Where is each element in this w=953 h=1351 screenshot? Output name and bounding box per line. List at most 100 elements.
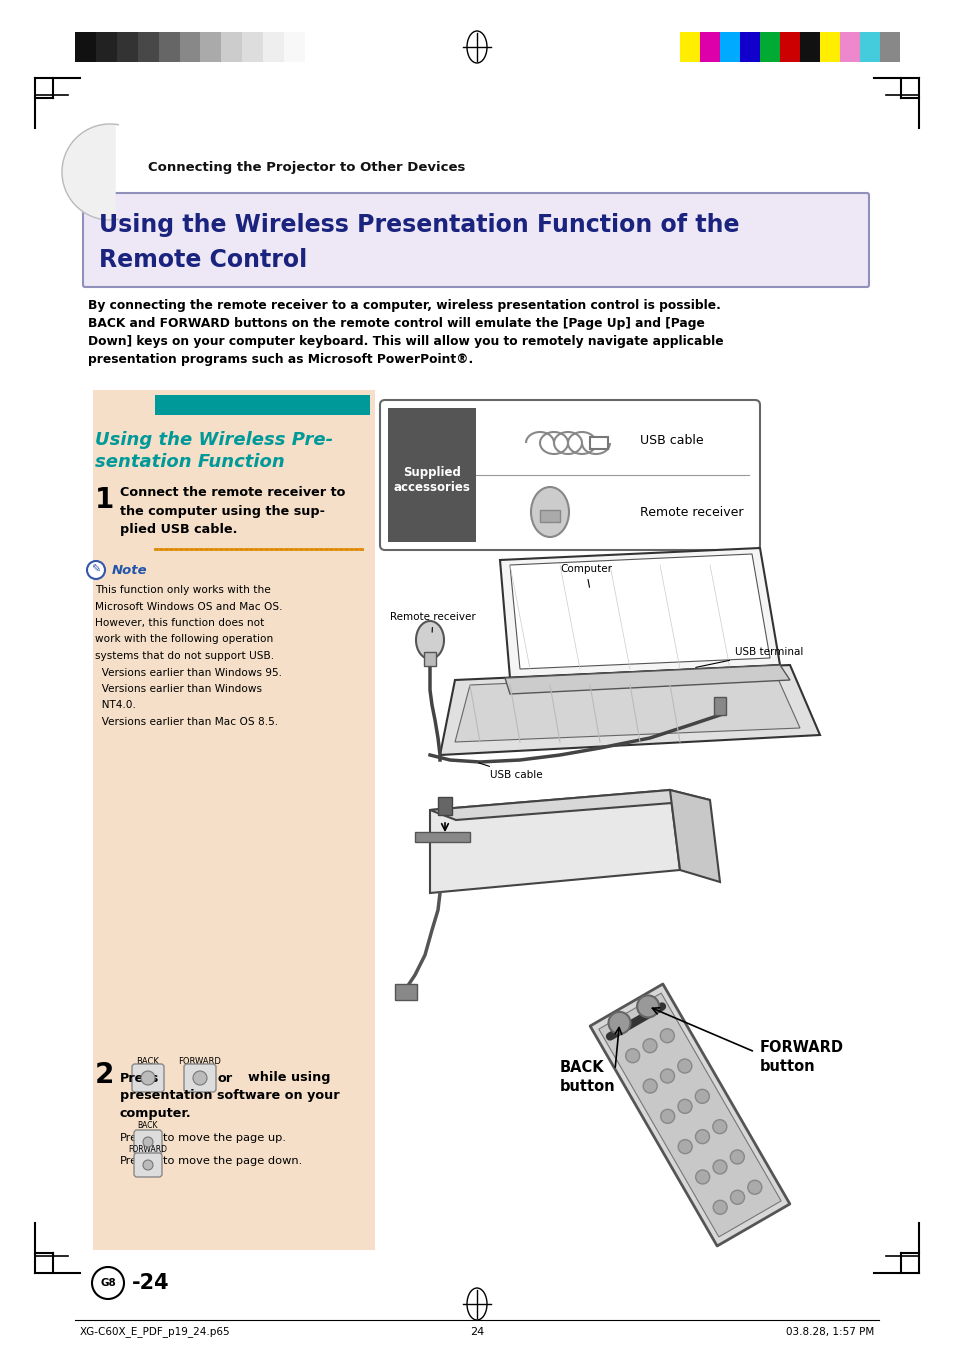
FancyBboxPatch shape	[83, 193, 868, 286]
Polygon shape	[430, 790, 679, 893]
FancyBboxPatch shape	[184, 1065, 215, 1092]
Circle shape	[678, 1100, 691, 1113]
Text: FORWARD: FORWARD	[129, 1144, 168, 1154]
Text: FORWARD
button: FORWARD button	[760, 1040, 843, 1074]
Circle shape	[713, 1200, 726, 1215]
Text: the computer using the sup-: the computer using the sup-	[120, 504, 325, 517]
Bar	[284, 32, 305, 62]
Polygon shape	[430, 790, 709, 820]
Bar	[388, 408, 476, 542]
Circle shape	[143, 1161, 152, 1170]
Text: Versions earlier than Mac OS 8.5.: Versions earlier than Mac OS 8.5.	[95, 717, 278, 727]
Bar	[75, 32, 96, 62]
Text: 24: 24	[470, 1327, 483, 1337]
Text: presentation software on your: presentation software on your	[120, 1089, 339, 1102]
Polygon shape	[510, 554, 769, 669]
Polygon shape	[504, 665, 789, 694]
Text: However, this function does not: However, this function does not	[95, 617, 264, 628]
Circle shape	[678, 1059, 691, 1073]
Bar	[859, 32, 879, 62]
Text: This function only works with the: This function only works with the	[95, 585, 271, 594]
Circle shape	[141, 1071, 154, 1085]
Circle shape	[695, 1170, 709, 1183]
Text: Remote receiver: Remote receiver	[639, 505, 742, 519]
Bar	[75, 390, 375, 1250]
Text: Press: Press	[120, 1156, 150, 1166]
Text: BACK: BACK	[137, 1121, 158, 1131]
Polygon shape	[455, 671, 800, 742]
Bar	[154, 394, 370, 415]
Text: Press: Press	[120, 1071, 159, 1085]
Text: work with the following operation: work with the following operation	[95, 635, 273, 644]
Polygon shape	[62, 124, 118, 220]
Bar	[780, 32, 800, 62]
Text: USB cable: USB cable	[639, 434, 703, 446]
Text: BACK: BACK	[136, 1056, 159, 1066]
Text: Versions earlier than Windows: Versions earlier than Windows	[95, 684, 262, 694]
Polygon shape	[598, 993, 781, 1238]
Text: Remote Control: Remote Control	[99, 249, 307, 272]
Text: to move the page down.: to move the page down.	[163, 1156, 302, 1166]
Circle shape	[91, 1267, 124, 1300]
Bar	[395, 984, 416, 1000]
Bar	[415, 832, 470, 842]
Text: USB cable: USB cable	[478, 763, 542, 780]
Polygon shape	[590, 984, 789, 1246]
Circle shape	[695, 1129, 709, 1144]
Circle shape	[712, 1120, 726, 1133]
Bar	[539, 509, 559, 521]
Text: FORWARD: FORWARD	[178, 1056, 221, 1066]
Text: Connect the remote receiver to: Connect the remote receiver to	[120, 485, 345, 499]
Text: 03.8.28, 1:57 PM: 03.8.28, 1:57 PM	[785, 1327, 873, 1337]
Text: sentation Function: sentation Function	[95, 453, 284, 471]
Text: Remote receiver: Remote receiver	[390, 612, 476, 632]
Polygon shape	[499, 549, 780, 678]
Text: XG-C60X_E_PDF_p19_24.p65: XG-C60X_E_PDF_p19_24.p65	[80, 1327, 231, 1337]
Bar	[700, 32, 720, 62]
Text: computer.: computer.	[120, 1108, 192, 1120]
Bar	[137, 32, 158, 62]
Text: presentation programs such as Microsoft PowerPoint®.: presentation programs such as Microsoft …	[88, 353, 473, 366]
Bar	[820, 32, 840, 62]
Bar	[679, 32, 700, 62]
Text: Using the Wireless Pre-: Using the Wireless Pre-	[95, 431, 333, 449]
Text: to move the page up.: to move the page up.	[163, 1133, 286, 1143]
Text: BACK
button: BACK button	[559, 1061, 615, 1093]
Circle shape	[637, 996, 659, 1017]
Text: while using: while using	[248, 1071, 330, 1085]
Text: Note: Note	[112, 563, 148, 577]
Circle shape	[747, 1181, 761, 1194]
Text: -24: -24	[132, 1273, 170, 1293]
Circle shape	[659, 1028, 674, 1043]
Text: Connecting the Projector to Other Devices: Connecting the Projector to Other Device…	[148, 161, 465, 173]
Text: Versions earlier than Windows 95.: Versions earlier than Windows 95.	[95, 667, 282, 677]
Bar	[221, 32, 242, 62]
FancyBboxPatch shape	[132, 1065, 164, 1092]
Circle shape	[730, 1190, 743, 1204]
Text: 1: 1	[95, 486, 114, 513]
Text: systems that do not support USB.: systems that do not support USB.	[95, 651, 274, 661]
Circle shape	[695, 1089, 709, 1104]
Bar	[200, 32, 221, 62]
Polygon shape	[439, 665, 820, 755]
Bar	[437, 797, 452, 815]
Ellipse shape	[416, 621, 443, 659]
Circle shape	[730, 1150, 743, 1165]
Bar	[740, 32, 760, 62]
Circle shape	[625, 1048, 639, 1063]
Bar	[800, 32, 820, 62]
Text: Computer: Computer	[559, 563, 612, 588]
Circle shape	[712, 1161, 726, 1174]
FancyBboxPatch shape	[133, 1129, 162, 1154]
Bar	[75, 390, 92, 1250]
Bar	[840, 32, 859, 62]
Text: Supplied
accessories: Supplied accessories	[394, 466, 470, 494]
Bar	[96, 32, 116, 62]
Circle shape	[642, 1039, 657, 1052]
Text: BACK and FORWARD buttons on the remote control will emulate the [Page Up] and [P: BACK and FORWARD buttons on the remote c…	[88, 316, 704, 330]
Text: USB terminal: USB terminal	[695, 647, 802, 667]
Bar	[263, 32, 284, 62]
Text: ✎: ✎	[91, 565, 101, 576]
Circle shape	[193, 1071, 207, 1085]
Bar	[179, 32, 200, 62]
